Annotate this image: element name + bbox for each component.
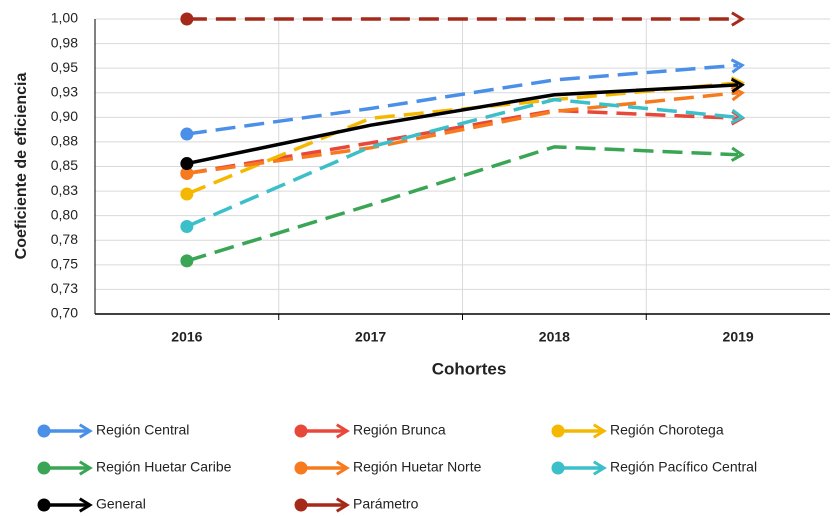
y-tick-label: 0,93 (51, 83, 78, 99)
y-tick-label: 0,85 (51, 157, 78, 173)
arrow-head (730, 108, 745, 124)
series-line (186, 91, 739, 176)
legend-label: Región Brunca (353, 422, 446, 438)
legend-marker (294, 498, 308, 512)
start-marker (180, 127, 194, 141)
legend-label: Región Central (96, 422, 189, 438)
y-axis-title: Coeficiente de eficiencia (13, 73, 30, 260)
start-marker (180, 157, 194, 171)
start-marker (180, 254, 194, 268)
legend-label: Parámetro (353, 496, 419, 512)
legend-marker (37, 461, 51, 475)
start-marker (180, 187, 194, 201)
legend-arrow (335, 497, 350, 513)
y-tick-label: 0,78 (51, 231, 78, 247)
legend-marker (37, 498, 51, 512)
legend-arrow (592, 423, 607, 439)
legend-marker (551, 461, 565, 475)
legend-arrow (592, 460, 607, 476)
legend-marker (294, 461, 308, 475)
legend-label: General (96, 496, 146, 512)
legend-marker (37, 424, 51, 438)
x-tick-label: 2019 (723, 329, 754, 345)
y-tick-label: 0,95 (51, 59, 78, 75)
series-line (186, 83, 739, 166)
legend-label: Región Huetar Norte (353, 459, 482, 475)
y-tick-label: 0,73 (51, 280, 78, 296)
arrow-head (731, 11, 745, 27)
legend-label: Región Huetar Caribe (96, 459, 232, 475)
y-tick-label: 0,75 (51, 256, 78, 272)
y-tick-label: 0,80 (51, 206, 78, 222)
legend-arrow (78, 460, 93, 476)
y-tick-label: 0,90 (51, 108, 78, 124)
start-marker (180, 166, 194, 180)
series-line (186, 97, 739, 229)
series-line (186, 145, 739, 263)
y-tick-label: 0,98 (51, 34, 78, 50)
y-tick-label: 0,83 (51, 182, 78, 198)
legend-label: Región Chorotega (610, 422, 724, 438)
y-tick-label: 0,88 (51, 133, 78, 149)
arrow-head (730, 146, 745, 162)
start-marker (180, 219, 194, 233)
legend-marker (294, 424, 308, 438)
legend-arrow (335, 423, 350, 439)
legend-arrow (78, 423, 93, 439)
legend-label: Región Pacífico Central (610, 459, 757, 475)
y-tick-label: 1,00 (51, 10, 78, 26)
x-tick-label: 2016 (171, 329, 202, 345)
series-line (186, 108, 739, 176)
y-tick-label: 0,70 (51, 305, 78, 321)
x-tick-label: 2018 (539, 329, 570, 345)
legend-marker (551, 424, 565, 438)
arrow-head (730, 58, 745, 74)
x-axis-title: Cohortes (432, 359, 507, 378)
start-marker (180, 12, 194, 26)
x-tick-label: 2017 (355, 329, 386, 345)
legend-arrow (78, 497, 93, 513)
legend-arrow (335, 460, 350, 476)
arrow-head (730, 77, 745, 93)
series-line (186, 63, 739, 136)
